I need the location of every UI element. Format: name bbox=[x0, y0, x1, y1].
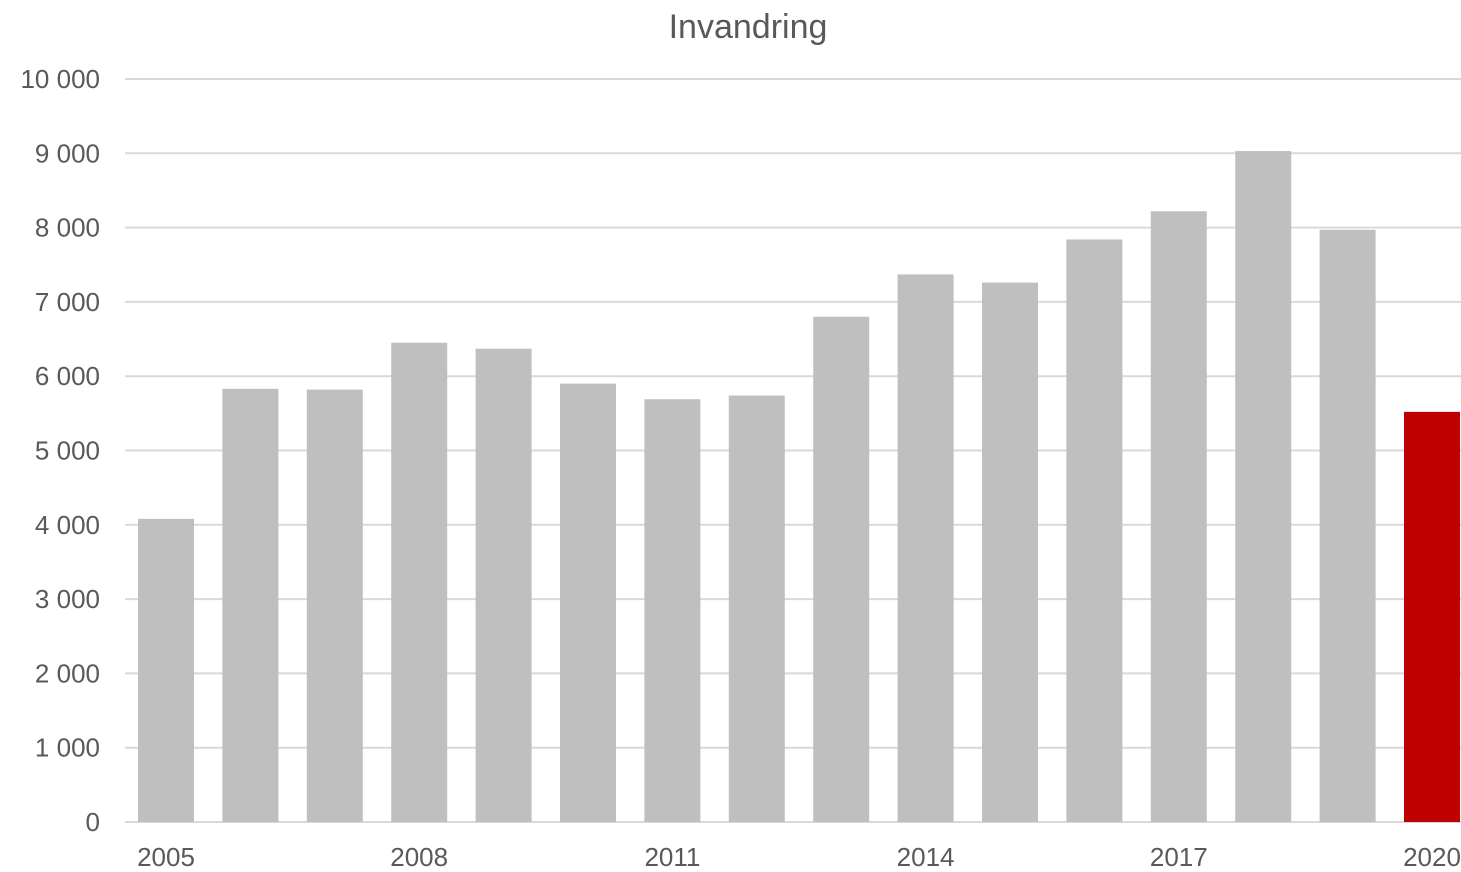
x-tick-label: 2005 bbox=[137, 842, 195, 872]
x-tick-label: 2014 bbox=[897, 842, 955, 872]
y-tick-label: 10 000 bbox=[20, 64, 100, 94]
bar-2009 bbox=[475, 348, 532, 822]
bar-2010 bbox=[560, 383, 616, 822]
bar-2014 bbox=[897, 274, 954, 822]
bar-2020 bbox=[1404, 411, 1460, 822]
x-tick-label: 2020 bbox=[1403, 842, 1461, 872]
x-tick-label: 2008 bbox=[390, 842, 448, 872]
chart-title: Invandring bbox=[669, 8, 828, 46]
y-tick-label: 0 bbox=[86, 807, 100, 837]
bar-2013 bbox=[813, 316, 870, 822]
x-axis-ticks: 2005 2008 2011 2014 2017 2020 bbox=[137, 842, 1461, 872]
y-tick-label: 6 000 bbox=[35, 361, 100, 391]
bars bbox=[138, 151, 1460, 823]
y-tick-label: 9 000 bbox=[35, 138, 100, 168]
x-tick-label: 2017 bbox=[1150, 842, 1208, 872]
x-tick-label: 2011 bbox=[644, 842, 700, 872]
bar-2011 bbox=[644, 399, 701, 822]
bar-2016 bbox=[1066, 239, 1123, 822]
y-tick-label: 1 000 bbox=[35, 733, 100, 763]
y-tick-label: 3 000 bbox=[35, 584, 100, 614]
y-tick-label: 7 000 bbox=[35, 287, 100, 317]
bar-2015 bbox=[982, 282, 1038, 822]
y-axis-ticks: 0 1 000 2 000 3 000 4 000 5 000 6 000 7 000 8 00… bbox=[20, 64, 100, 837]
y-tick-label: 8 000 bbox=[35, 213, 100, 243]
bar-2007 bbox=[306, 389, 363, 822]
bar-2006 bbox=[222, 388, 279, 822]
bar-2012 bbox=[728, 395, 785, 822]
bar-2019 bbox=[1319, 229, 1376, 823]
y-tick-label: 4 000 bbox=[35, 510, 100, 540]
bar-2008 bbox=[391, 342, 448, 822]
bar-2017 bbox=[1150, 211, 1207, 822]
y-tick-label: 5 000 bbox=[35, 436, 100, 466]
y-tick-label: 2 000 bbox=[35, 658, 100, 688]
bar-2018 bbox=[1235, 151, 1292, 823]
bar-2005 bbox=[138, 518, 194, 822]
